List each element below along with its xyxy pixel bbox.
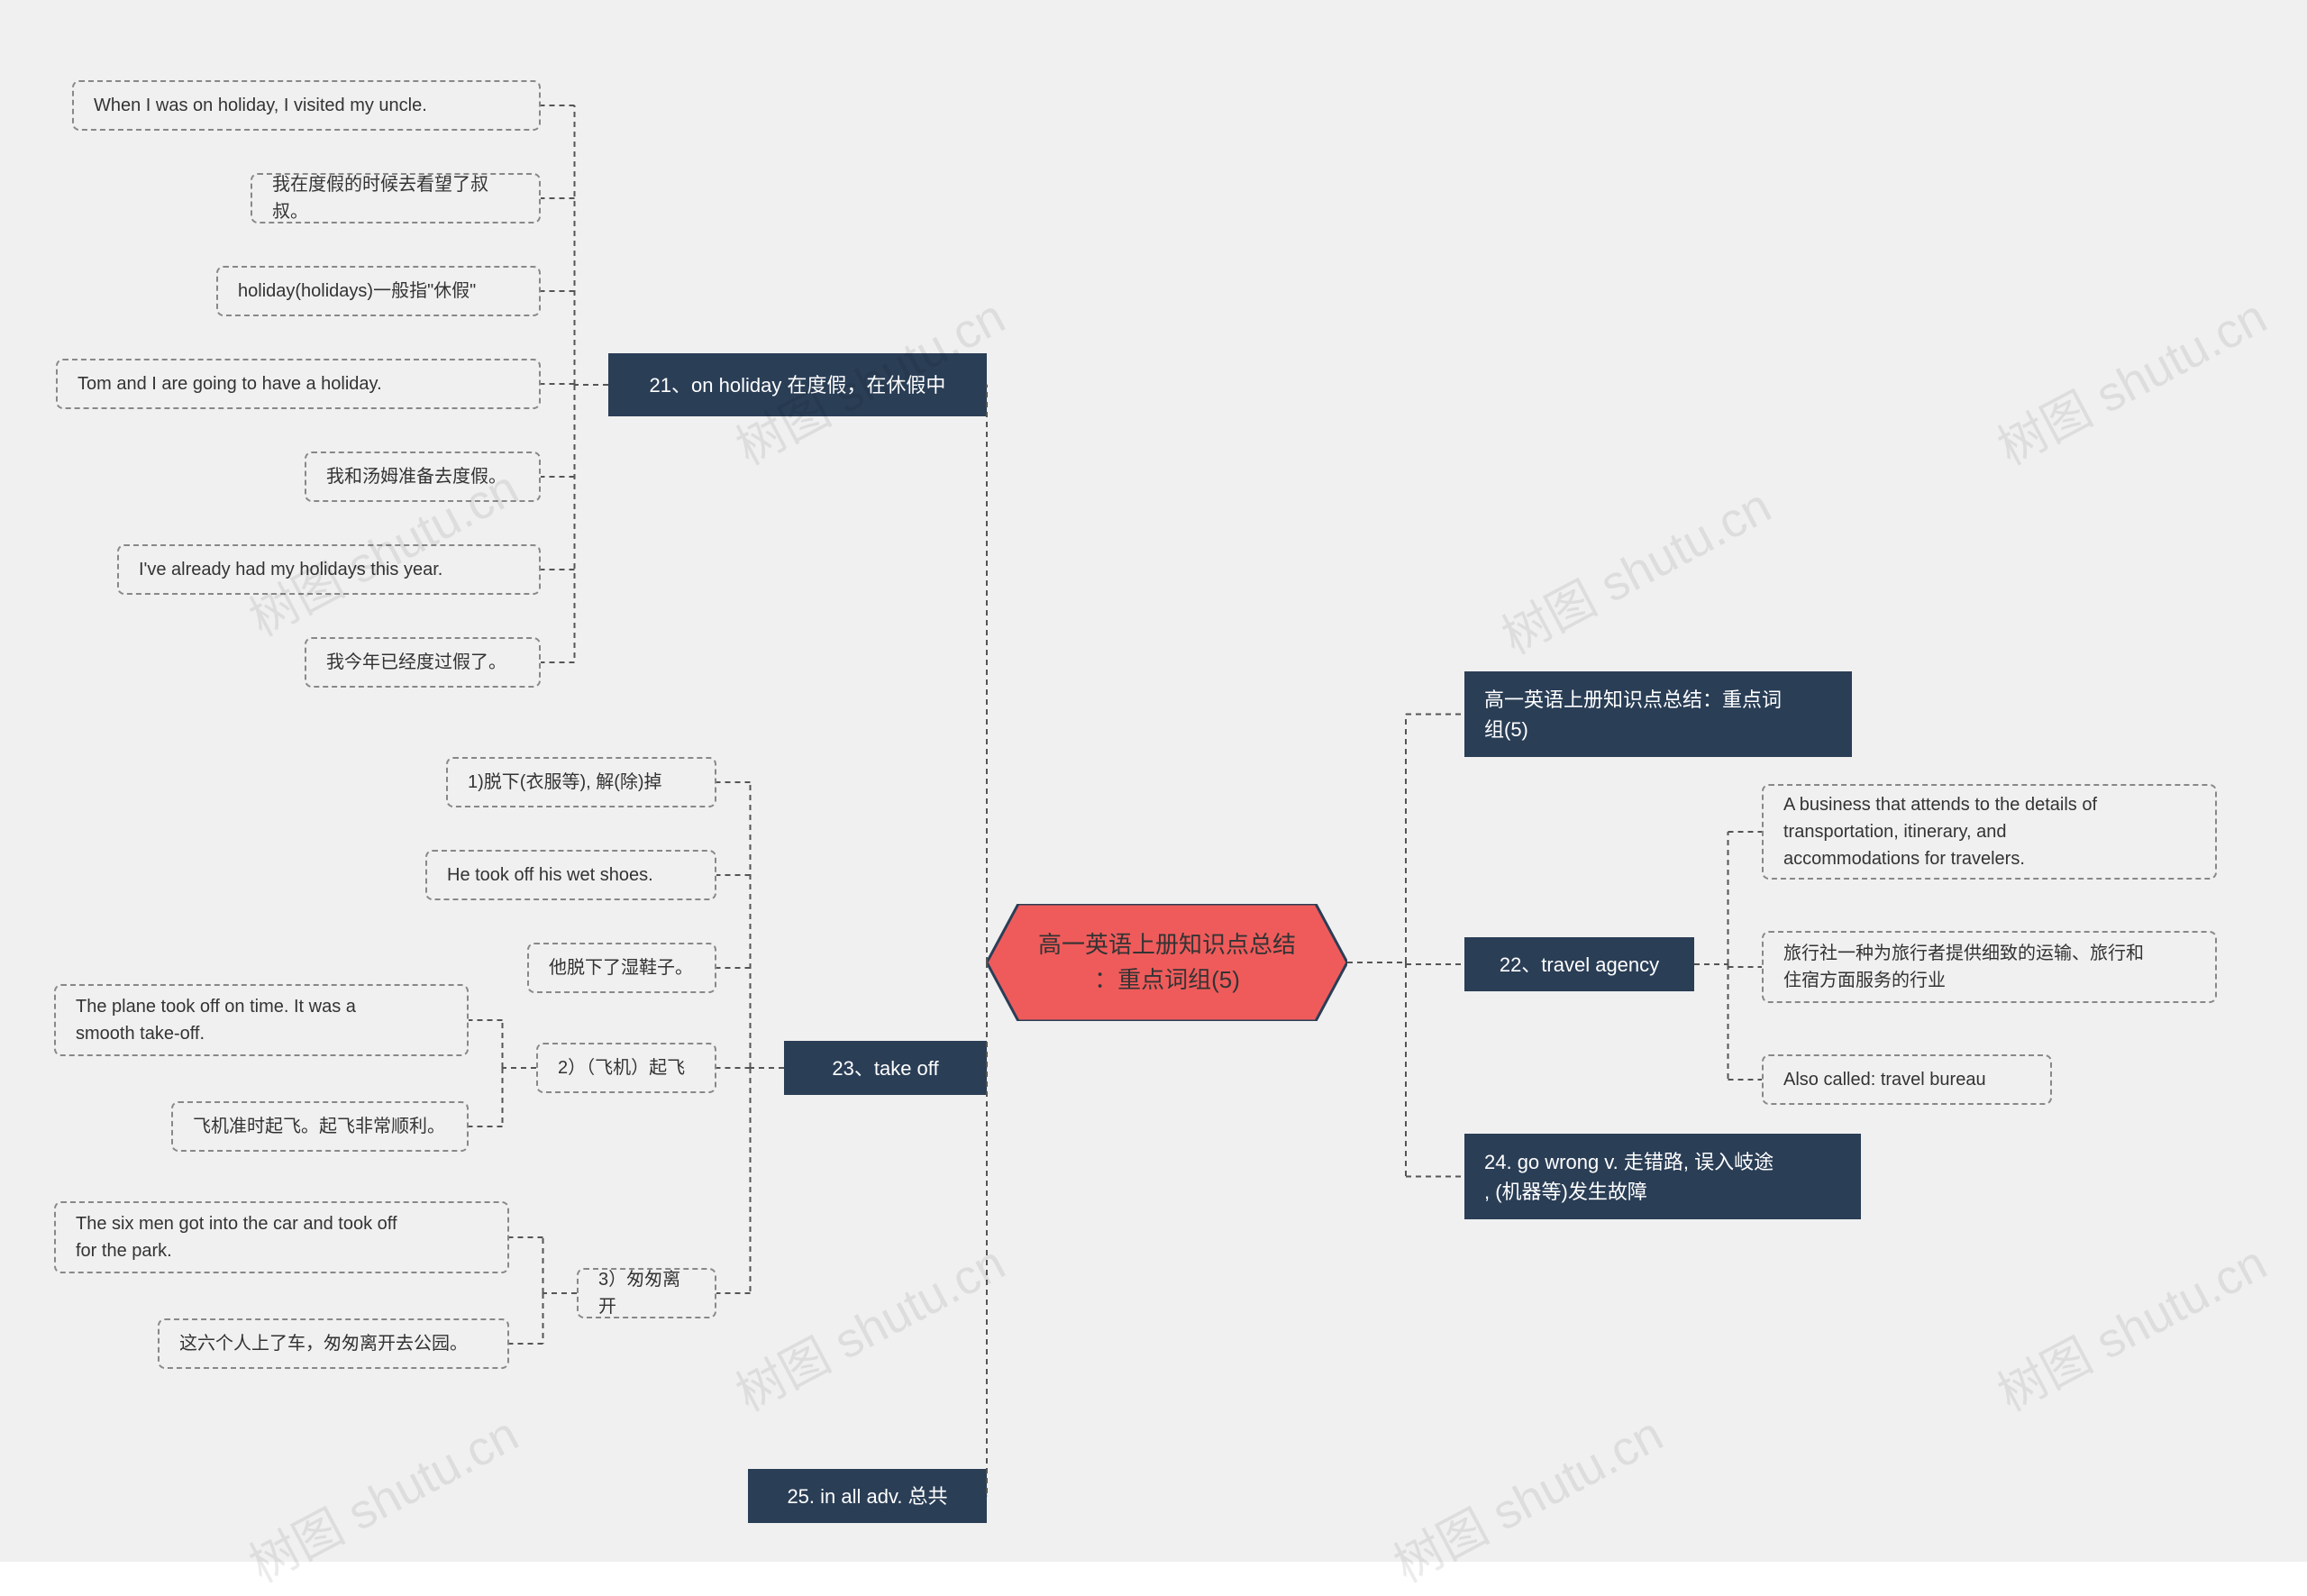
branch-label: 25. in all adv. 总共	[787, 1482, 947, 1511]
watermark: 树图 shutu.cn	[1380, 1395, 1673, 1596]
leaf-label: Tom and I are going to have a holiday.	[78, 370, 382, 397]
branch-label: 23、take off	[832, 1053, 938, 1083]
branch-node: 24. go wrong v. 走错路, 误入岐途 , (机器等)发生故障	[1464, 1134, 1861, 1219]
leaf-label: 他脱下了湿鞋子。	[549, 954, 693, 981]
branch-label: 21、on holiday 在度假，在休假中	[650, 370, 946, 400]
mindmap-canvas: 高一英语上册知识点总结 ：重点词组(5) 21、on holiday 在度假，在休…	[0, 0, 2307, 1562]
leaf-node: 他脱下了湿鞋子。	[527, 943, 716, 993]
leaf-label: When I was on holiday, I visited my uncl…	[94, 92, 427, 119]
leaf-node: 我和汤姆准备去度假。	[305, 451, 541, 502]
branch-label: 高一英语上册知识点总结：重点词 组(5)	[1484, 685, 1782, 744]
leaf-label: 我今年已经度过假了。	[326, 649, 506, 676]
watermark: 树图 shutu.cn	[1488, 467, 1782, 668]
branch-label: 24. go wrong v. 走错路, 误入岐途 , (机器等)发生故障	[1484, 1147, 1774, 1207]
branch-node: 高一英语上册知识点总结：重点词 组(5)	[1464, 671, 1852, 757]
branch-label: 22、travel agency	[1500, 950, 1659, 980]
leaf-label: He took off his wet shoes.	[447, 862, 653, 889]
leaf-node: The plane took off on time. It was a smo…	[54, 984, 469, 1056]
root-node: 高一英语上册知识点总结 ：重点词组(5)	[987, 904, 1347, 1021]
leaf-label: 我在度假的时候去看望了叔叔。	[272, 171, 519, 225]
leaf-label: I've already had my holidays this year.	[139, 556, 442, 583]
leaf-node: 2）（飞机）起飞	[536, 1043, 716, 1093]
branch-node: 23、take off	[784, 1041, 987, 1095]
branch-node: 25. in all adv. 总共	[748, 1469, 987, 1523]
leaf-label: 这六个人上了车，匆匆离开去公园。	[179, 1330, 468, 1357]
leaf-label: 3）匆匆离开	[598, 1266, 695, 1320]
branch-node: 22、travel agency	[1464, 937, 1694, 991]
leaf-node: Also called: travel bureau	[1762, 1054, 2052, 1105]
leaf-node: I've already had my holidays this year.	[117, 544, 541, 595]
watermark: 树图 shutu.cn	[1983, 278, 2277, 479]
leaf-node: 这六个人上了车，匆匆离开去公园。	[158, 1318, 509, 1369]
leaf-node: When I was on holiday, I visited my uncl…	[72, 80, 541, 131]
leaf-label: holiday(holidays)一般指"休假"	[238, 278, 476, 305]
watermark: 树图 shutu.cn	[235, 1395, 529, 1596]
root-label: 高一英语上册知识点总结 ：重点词组(5)	[1007, 927, 1327, 998]
leaf-node: holiday(holidays)一般指"休假"	[216, 266, 541, 316]
leaf-node: 飞机准时起飞。起飞非常顺利。	[171, 1101, 469, 1152]
leaf-node: 旅行社一种为旅行者提供细致的运输、旅行和 住宿方面服务的行业	[1762, 931, 2217, 1003]
leaf-node: The six men got into the car and took of…	[54, 1201, 509, 1273]
leaf-node: 3）匆匆离开	[577, 1268, 716, 1318]
leaf-label: 1)脱下(衣服等), 解(除)掉	[468, 769, 662, 796]
leaf-label: 我和汤姆准备去度假。	[326, 463, 506, 490]
leaf-label: 飞机准时起飞。起飞非常顺利。	[193, 1113, 445, 1140]
leaf-label: The six men got into the car and took of…	[76, 1210, 397, 1264]
leaf-node: 1)脱下(衣服等), 解(除)掉	[446, 757, 716, 807]
leaf-node: A business that attends to the details o…	[1762, 784, 2217, 880]
watermark: 树图 shutu.cn	[722, 1224, 1016, 1425]
branch-node: 21、on holiday 在度假，在休假中	[608, 353, 987, 416]
leaf-label: 2）（飞机）起飞	[558, 1054, 685, 1081]
leaf-label: The plane took off on time. It was a smo…	[76, 993, 356, 1047]
leaf-label: A business that attends to the details o…	[1783, 791, 2097, 872]
leaf-node: 我今年已经度过假了。	[305, 637, 541, 688]
leaf-label: Also called: travel bureau	[1783, 1066, 1986, 1093]
leaf-node: He took off his wet shoes.	[425, 850, 716, 900]
leaf-node: Tom and I are going to have a holiday.	[56, 359, 541, 409]
watermark: 树图 shutu.cn	[1983, 1224, 2277, 1425]
leaf-label: 旅行社一种为旅行者提供细致的运输、旅行和 住宿方面服务的行业	[1783, 940, 2144, 994]
leaf-node: 我在度假的时候去看望了叔叔。	[251, 173, 541, 223]
